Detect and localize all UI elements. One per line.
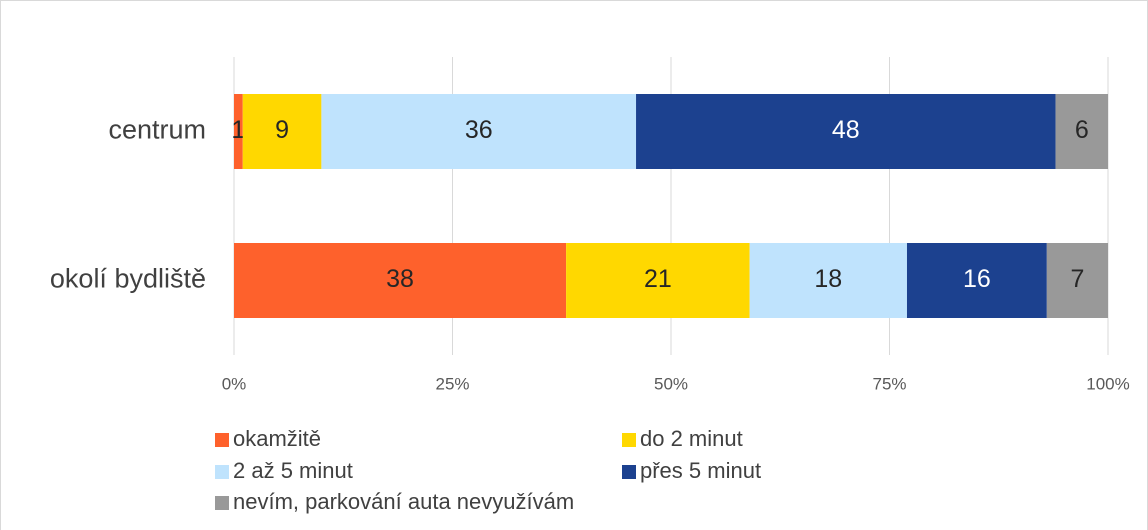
x-tick-label: 25%	[435, 374, 469, 393]
data-label: 6	[1075, 116, 1089, 144]
data-label: 7	[1070, 265, 1084, 293]
legend-label: do 2 minut	[640, 426, 743, 451]
data-label: 38	[386, 265, 414, 293]
bar-segment	[1046, 243, 1108, 318]
legend-label: přes 5 minut	[640, 458, 761, 483]
bar-segment	[321, 94, 637, 169]
bar-segment	[234, 243, 567, 318]
legend-swatch	[622, 465, 636, 479]
legend-label: nevím, parkování auta nevyužívám	[233, 489, 574, 514]
y-tick-label: okolí bydliště	[50, 264, 206, 294]
data-label: 21	[644, 265, 672, 293]
legend-label: okamžitě	[233, 426, 321, 451]
data-label: 18	[814, 265, 842, 293]
legend-label: 2 až 5 minut	[233, 458, 353, 483]
x-tick-label: 75%	[872, 374, 906, 393]
bar-segment	[1055, 94, 1108, 169]
bar-segment	[636, 94, 1056, 169]
data-label: 1	[231, 116, 245, 144]
legend-swatch	[215, 433, 229, 447]
legend-swatch	[215, 465, 229, 479]
legend-swatch	[622, 433, 636, 447]
y-tick-label: centrum	[108, 115, 206, 145]
bar-segment	[566, 243, 750, 318]
x-tick-label: 50%	[654, 374, 688, 393]
data-label: 48	[832, 116, 860, 144]
data-label: 36	[465, 116, 493, 144]
bar-segment	[749, 243, 907, 318]
x-tick-label: 100%	[1086, 374, 1129, 393]
x-tick-label: 0%	[222, 374, 247, 393]
bar-segment	[906, 243, 1047, 318]
data-label: 16	[963, 265, 991, 293]
legend-swatch	[215, 496, 229, 510]
data-label: 9	[275, 116, 289, 144]
bar-segment	[234, 94, 243, 169]
bar-segment	[242, 94, 322, 169]
